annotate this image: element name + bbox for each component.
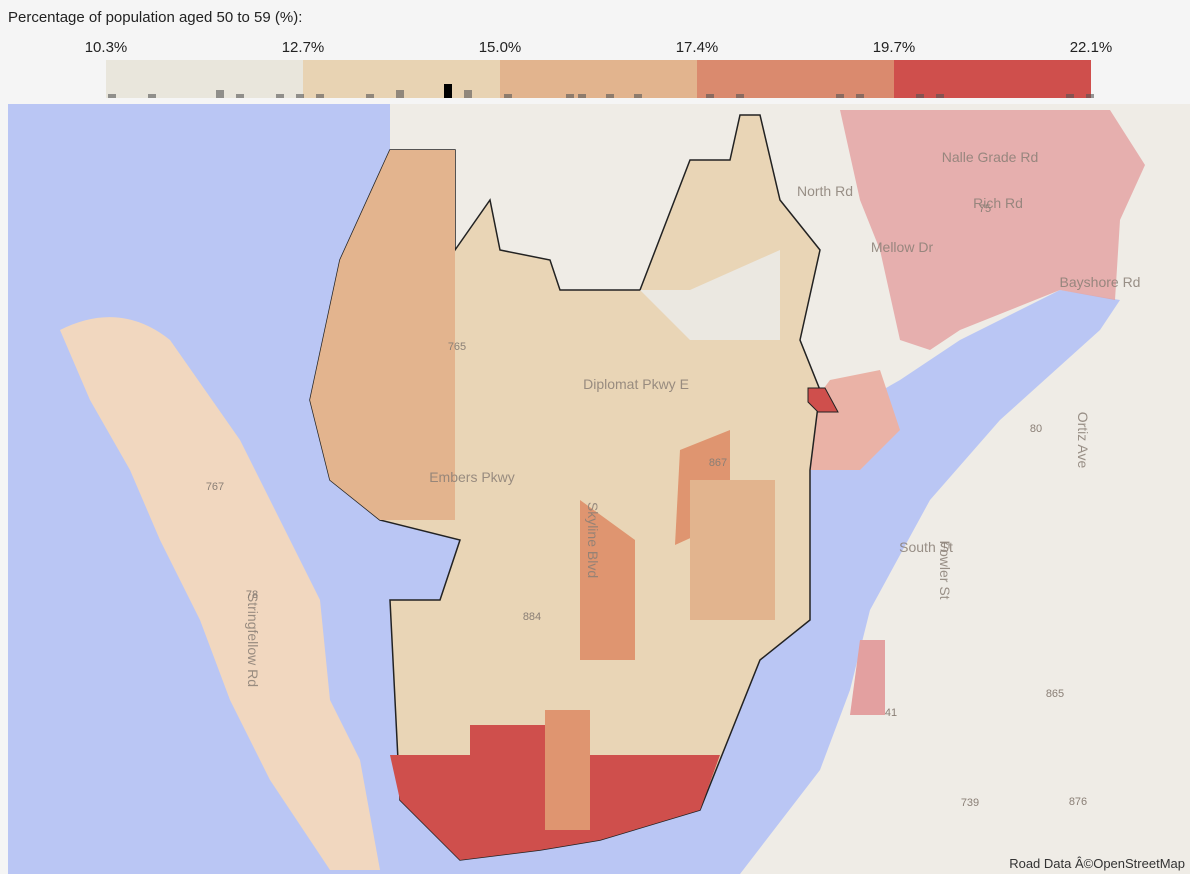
road-label: Nalle Grade Rd — [942, 149, 1039, 165]
legend-bin — [697, 60, 894, 98]
region — [850, 640, 885, 715]
region — [690, 480, 775, 620]
legend-histogram-bar — [856, 94, 864, 98]
legend-tick-label: 12.7% — [282, 39, 325, 56]
legend-histogram-bar — [1086, 94, 1094, 98]
legend-title: Percentage of population aged 50 to 59 (… — [8, 9, 303, 26]
legend-histogram-bar — [316, 94, 324, 98]
route-shield: 884 — [523, 611, 541, 623]
region — [310, 150, 455, 520]
region — [580, 500, 635, 660]
route-shield: 867 — [709, 457, 727, 469]
legend-histogram-bar — [148, 94, 156, 98]
attribution: Road Data Â©OpenStreetMap — [1009, 856, 1185, 871]
route-shield: 41 — [885, 707, 897, 719]
map: Nalle Grade Rd North Rd Rich Rd Mellow Dr Ba… — [8, 104, 1190, 874]
legend-histogram-bar — [634, 94, 642, 98]
road-label: Stringfellow Rd — [245, 593, 261, 687]
legend-bin — [106, 60, 303, 98]
legend-histogram-bar — [936, 94, 944, 98]
legend-histogram-bar — [578, 94, 586, 98]
region — [640, 250, 780, 340]
road-label: Rich Rd — [973, 195, 1023, 211]
legend-tick-label: 17.4% — [676, 39, 719, 56]
legend-histogram-bar — [916, 94, 924, 98]
legend-histogram-bar — [1066, 94, 1074, 98]
route-shield: 876 — [1069, 796, 1087, 808]
legend-tick-label: 15.0% — [479, 39, 522, 56]
region — [840, 110, 1145, 350]
road-label: Bayshore Rd — [1060, 274, 1141, 290]
road-label: Fowler St — [937, 540, 953, 599]
region — [807, 387, 839, 413]
route-shield: 767 — [206, 481, 224, 493]
legend-histogram-bar — [108, 94, 116, 98]
legend-histogram-bar — [706, 94, 714, 98]
legend-histogram-bar — [366, 94, 374, 98]
route-shield: 765 — [448, 341, 466, 353]
legend-histogram-bar — [216, 90, 224, 98]
region — [545, 710, 590, 830]
legend-tick-label: 10.3% — [85, 39, 128, 56]
legend-histogram-bar — [444, 84, 452, 98]
legend-histogram-bar — [566, 94, 574, 98]
route-shield: 75 — [979, 203, 991, 215]
legend-histogram-bar — [396, 90, 404, 98]
route-shield: 865 — [1046, 688, 1064, 700]
legend-histogram-bar — [504, 94, 512, 98]
route-shield: 78 — [246, 589, 258, 601]
legend-histogram-bar — [236, 94, 244, 98]
road-label: South St — [899, 539, 953, 555]
legend-histogram-bar — [296, 94, 304, 98]
road-label: Embers Pkwy — [429, 469, 515, 485]
road-label: Diplomat Pkwy E — [583, 376, 689, 392]
road-label: North Rd — [797, 183, 853, 199]
legend: 10.3% 12.7% 15.0% 17.4% 19.7% 22.1% — [85, 39, 1113, 98]
route-shield: 80 — [1030, 423, 1042, 435]
road-label: Skyline Blvd — [585, 502, 601, 578]
legend-histogram-bar — [276, 94, 284, 98]
legend-histogram-bar — [464, 90, 472, 98]
route-shield: 739 — [961, 797, 979, 809]
legend-histogram-bar — [606, 94, 614, 98]
legend-tick-label: 22.1% — [1070, 39, 1113, 56]
legend-bin — [894, 60, 1091, 98]
road-label: Mellow Dr — [871, 239, 934, 255]
road-label: Ortiz Ave — [1075, 412, 1091, 469]
legend-histogram-bar — [836, 94, 844, 98]
labels: Nalle Grade Rd North Rd Rich Rd Mellow Dr Ba… — [206, 149, 1141, 809]
legend-bin — [500, 60, 697, 98]
legend-tick-label: 19.7% — [873, 39, 916, 56]
island — [60, 317, 380, 871]
legend-histogram-bar — [736, 94, 744, 98]
